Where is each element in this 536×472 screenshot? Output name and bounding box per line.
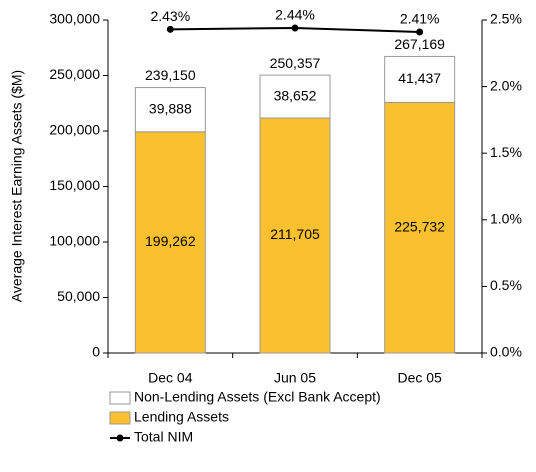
y-tick-label: 250,000: [49, 66, 100, 82]
y2-tick-label: 2.0%: [490, 77, 522, 93]
legend-swatch: [109, 391, 131, 405]
bar-value-label: 39,888: [149, 100, 192, 116]
bar-segment: [259, 74, 331, 119]
line-value-label: 2.41%: [400, 11, 440, 27]
y-axis-label: Average Interest Earning Assets ($M): [9, 70, 25, 302]
y2-tick-label: 1.0%: [490, 211, 522, 227]
y2-tick-label: 0.5%: [490, 277, 522, 293]
bar-value-label: 41,437: [398, 70, 441, 86]
bar-segment: [384, 101, 456, 354]
x-tick-label: Dec 04: [148, 370, 193, 386]
y2-tick-label: 0.0%: [490, 344, 522, 360]
bar-value-label: 38,652: [274, 87, 317, 103]
legend-label: Total NIM: [134, 429, 193, 445]
y-tick-label: 50,000: [57, 288, 100, 304]
y-tick-label: 200,000: [49, 122, 100, 138]
y-tick-label: 150,000: [49, 177, 100, 193]
total-label: 250,357: [270, 55, 321, 71]
legend-label: Non-Lending Assets (Excl Bank Accept): [134, 389, 381, 405]
total-label: 239,150: [145, 67, 196, 83]
y-tick-label: 0: [92, 344, 100, 360]
line-value-label: 2.43%: [150, 8, 190, 24]
line-marker: [291, 24, 299, 32]
line-value-label: 2.44%: [275, 7, 315, 23]
x-tick-label: Dec 05: [397, 370, 442, 386]
bar-value-label: 199,262: [145, 233, 196, 249]
bar-segment: [259, 117, 331, 354]
line-marker: [416, 28, 424, 36]
total-label: 267,169: [394, 36, 445, 52]
bar-value-label: 211,705: [270, 226, 320, 242]
x-tick-label: Jun 05: [274, 370, 316, 386]
bar-segment: [134, 87, 206, 133]
line-marker: [166, 25, 174, 33]
bar-segment: [134, 131, 206, 354]
bar-segment: [384, 55, 456, 103]
y2-tick-label: 1.5%: [490, 144, 522, 160]
y-tick-label: 300,000: [49, 11, 100, 27]
y-tick-label: 100,000: [49, 233, 100, 249]
y2-tick-label: 2.5%: [490, 11, 522, 27]
legend-label: Lending Assets: [134, 409, 229, 425]
legend-marker: [116, 434, 124, 442]
legend-swatch: [109, 411, 131, 425]
bar-value-label: 225,732: [394, 218, 445, 234]
